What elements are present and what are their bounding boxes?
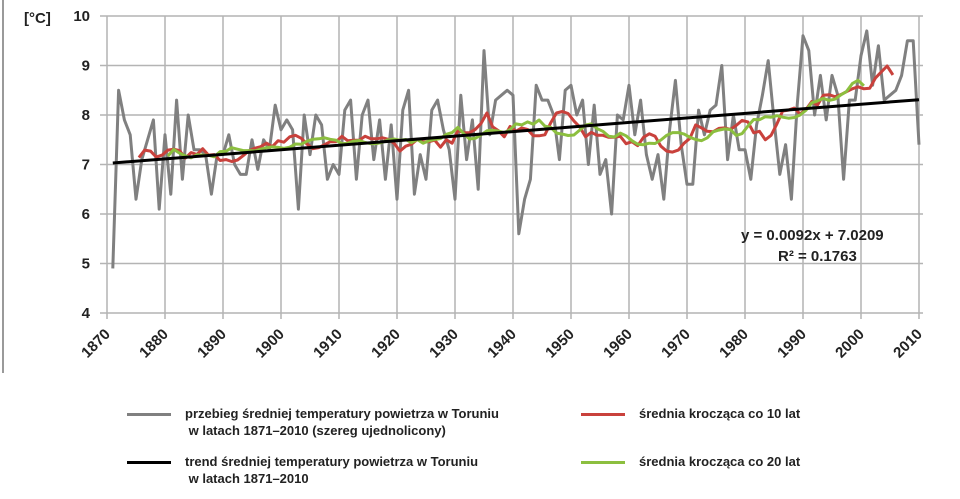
x-tick-label: 1970 (658, 326, 694, 362)
legend-label-ma10: średnia krocząca co 10 lat (639, 406, 801, 421)
x-tick-label: 1940 (484, 326, 520, 362)
y-tick-label: 6 (82, 206, 90, 223)
chart-frame (2, 0, 4, 373)
y-tick-label: 7 (82, 157, 90, 174)
x-tick-label: 1920 (368, 326, 404, 362)
legend-swatch-ma20 (581, 461, 625, 464)
tick-labels: 4 5 6 7 8 9 10 1870 1880 1890 1900 1910 1920 1930 1940… (73, 8, 926, 361)
y-axis-label: [°C] (24, 10, 51, 27)
x-tick-label: 1900 (252, 326, 288, 362)
x-tick-label: 1870 (78, 326, 114, 362)
x-tick-label: 2000 (832, 326, 868, 362)
trend-r-squared: R² = 0.1763 (778, 248, 857, 265)
legend-label-ma20: średnia krocząca co 20 lat (639, 454, 801, 469)
y-tick-label: 4 (82, 305, 91, 322)
x-tick-label: 1880 (136, 326, 172, 362)
y-tick-label: 10 (73, 8, 90, 25)
trend-line (112, 98, 920, 165)
grid (100, 15, 923, 319)
y-tick-label: 9 (82, 58, 90, 75)
legend-swatch-annual (127, 413, 171, 416)
legend-swatch-ma10 (581, 413, 625, 416)
legend-swatch-trend (127, 461, 171, 464)
trend-equation: y = 0.0092x + 7.0209 (741, 227, 884, 244)
x-tick-label: 1910 (310, 326, 346, 362)
legend-item-trend: trend średniej temperatury powietrza w T… (127, 453, 478, 487)
x-tick-label: 1960 (600, 326, 636, 362)
legend-label-annual: przebieg średniej temperatury powietrza … (185, 406, 499, 438)
legend-item-ma20: średnia krocząca co 20 lat (581, 453, 800, 470)
annual-temperature-line (111, 29, 921, 269)
legend-item-annual: przebieg średniej temperatury powietrza … (127, 405, 499, 439)
y-tick-label: 5 (82, 256, 90, 273)
temperature-chart: 4 5 6 7 8 9 10 1870 1880 1890 1900 1910 1920 1930 1940… (24, 8, 926, 361)
x-tick-label: 1950 (542, 326, 578, 362)
x-tick-label: 1930 (426, 326, 462, 362)
y-tick-label: 8 (82, 107, 90, 124)
legend-item-ma10: średnia krocząca co 10 lat (581, 405, 800, 422)
series (111, 29, 921, 269)
legend-label-trend: trend średniej temperatury powietrza w T… (185, 454, 479, 486)
x-tick-label: 1890 (194, 326, 230, 362)
x-tick-label: 2010 (890, 326, 926, 362)
x-tick-label: 1980 (716, 326, 752, 362)
x-tick-label: 1990 (774, 326, 810, 362)
